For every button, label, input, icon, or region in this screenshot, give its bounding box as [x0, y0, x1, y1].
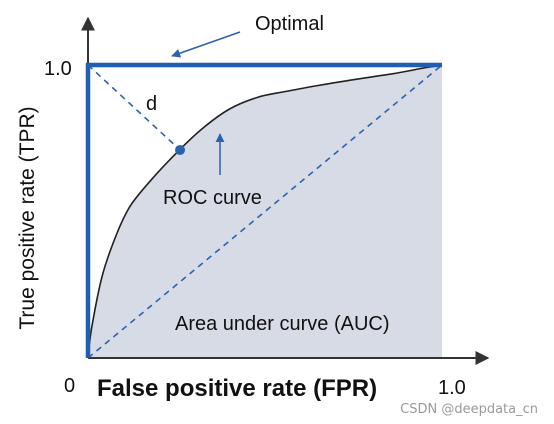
optimal-label: Optimal — [255, 13, 324, 35]
distance-label: d — [146, 93, 157, 115]
optimal-pointer-arrow — [171, 31, 241, 58]
origin-tick-label: 0 — [64, 375, 75, 397]
y-max-tick-label: 1.0 — [44, 58, 72, 80]
roc-curve-label: ROC curve — [163, 187, 262, 209]
closest-point-marker — [175, 144, 186, 155]
y-axis-label: True positive rate (TPR) — [16, 106, 39, 329]
distance-line — [87, 64, 181, 151]
auc-label: Area under curve (AUC) — [175, 313, 390, 335]
watermark-text: CSDN @deepdata_cn — [400, 402, 538, 417]
roc-curve-line — [87, 64, 443, 359]
x-axis-label: False positive rate (FPR) — [97, 375, 377, 402]
x-max-tick-label: 1.0 — [438, 377, 466, 399]
